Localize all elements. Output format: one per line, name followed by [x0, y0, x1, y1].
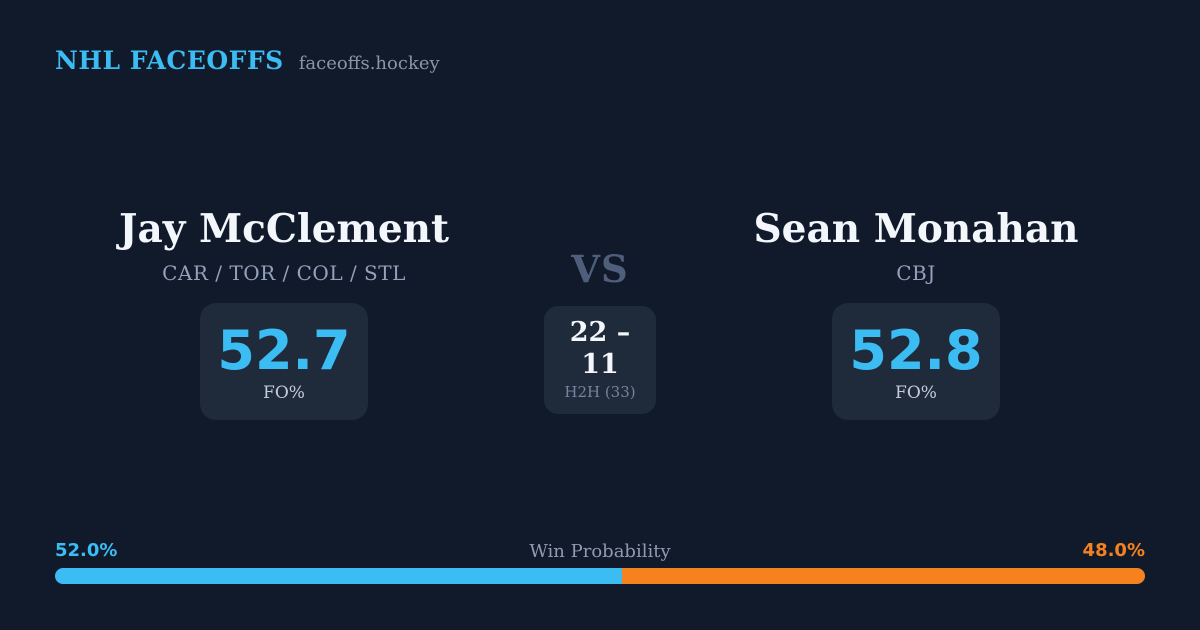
- brand-logo: NHL FACEOFFS: [55, 46, 284, 75]
- win-probability-bar: [55, 568, 1145, 584]
- vs-column: VS 22 – 11 H2H (33): [510, 248, 690, 414]
- win-probability-bar-right-segment: [621, 568, 1145, 584]
- player-left-name: Jay McClement: [119, 206, 449, 252]
- header: NHL FACEOFFS faceoffs.hockey: [55, 46, 440, 75]
- vs-label: VS: [571, 247, 629, 291]
- player-right-name: Sean Monahan: [753, 206, 1079, 252]
- h2h-card: 22 – 11 H2H (33): [544, 306, 656, 414]
- player-right-column: Sean Monahan CBJ 52.8 FO%: [736, 203, 1096, 420]
- player-right-stat-card: 52.8 FO%: [832, 303, 1000, 420]
- win-probability-right-pct: 48.0%: [1082, 540, 1145, 561]
- player-right-fo-pct: 52.8: [849, 318, 983, 382]
- win-probability-title: Win Probability: [529, 541, 671, 562]
- player-left-fo-pct: 52.7: [217, 318, 351, 382]
- h2h-sample-label: H2H (33): [564, 383, 636, 401]
- win-probability-labels: 52.0% Win Probability 48.0%: [55, 540, 1145, 564]
- player-right-teams: CBJ: [896, 261, 936, 285]
- player-left-fo-label: FO%: [263, 382, 305, 403]
- win-probability-bar-left-segment: [55, 568, 622, 584]
- site-url: faceoffs.hockey: [298, 53, 440, 74]
- player-left-stat-card: 52.7 FO%: [200, 303, 368, 420]
- player-right-fo-label: FO%: [895, 382, 937, 403]
- h2h-score: 22 – 11: [569, 317, 631, 380]
- player-left-column: Jay McClement CAR / TOR / COL / STL 52.7…: [104, 203, 464, 420]
- win-probability-left-pct: 52.0%: [55, 540, 118, 561]
- player-left-teams: CAR / TOR / COL / STL: [162, 261, 406, 285]
